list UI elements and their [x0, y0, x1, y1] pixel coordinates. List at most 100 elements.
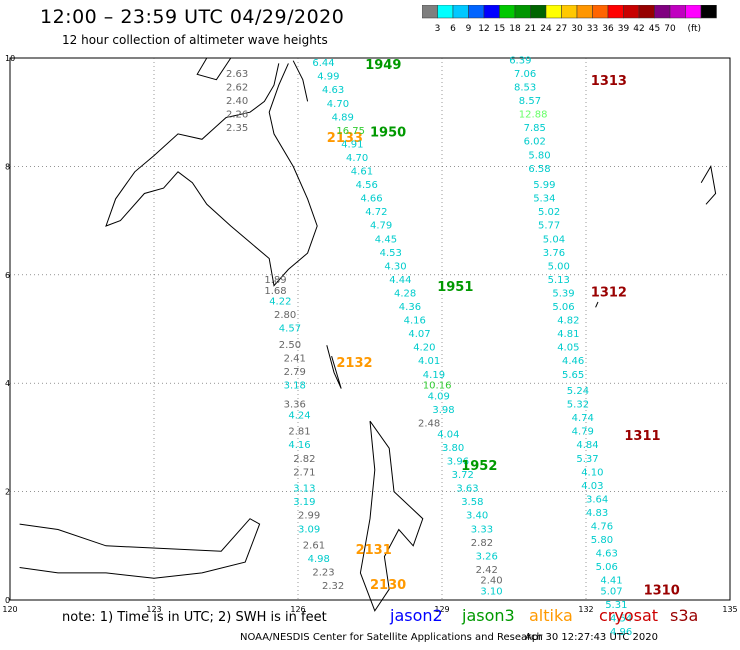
wave-height-value: 4.61 — [351, 167, 373, 178]
lat-tick-label: 8 — [5, 162, 10, 171]
wave-height-value: 3.33 — [471, 524, 493, 535]
wave-height-value: 4.09 — [428, 391, 450, 402]
lon-tick-label: 126 — [290, 605, 305, 614]
pass-time-label: 1949 — [365, 58, 401, 73]
pass-time-label: 1950 — [370, 126, 406, 141]
wave-height-value: 4.57 — [279, 324, 301, 335]
pass-time-label: 2132 — [336, 356, 372, 371]
wave-height-value: 4.98 — [308, 554, 330, 565]
pass-time-label: 1952 — [461, 459, 497, 474]
wave-height-value: 4.05 — [557, 343, 579, 354]
wave-height-value: 2.79 — [284, 367, 306, 378]
lon-tick-label: 132 — [578, 605, 593, 614]
wave-height-value: 4.19 — [423, 370, 445, 381]
wave-height-value: 6.02 — [524, 137, 546, 148]
axis-labels: 120 123 126 129 132 135 0 2 4 6 8 10 — [2, 54, 737, 614]
lat-tick-label: 2 — [5, 488, 10, 497]
wave-height-value: 3.64 — [586, 494, 608, 505]
wave-height-value: 4.45 — [375, 234, 397, 245]
pass-time-label: 1312 — [591, 285, 627, 300]
lat-tick-label: 6 — [5, 271, 10, 280]
satellite-name-altika: altika — [529, 606, 573, 625]
track-cryosat-east: 6.39 7.06 8.53 8.57 12.88 7.85 6.02 5.80 6.58 5.9… — [509, 55, 680, 638]
wave-height-value: 1.89 — [264, 275, 286, 286]
pass-time-label: 1951 — [437, 280, 473, 295]
wave-height-value: 2.71 — [293, 467, 315, 478]
wave-height-value: 5.34 — [533, 194, 555, 205]
pass-time-label: 1311 — [624, 429, 660, 444]
wave-height-value: 4.84 — [576, 440, 598, 451]
wave-height-value: 3.26 — [476, 551, 498, 562]
satellite-name-s3a: s3a — [670, 606, 699, 625]
wave-height-value: 3.36 — [284, 400, 306, 411]
wave-height-value: 4.56 — [356, 180, 378, 191]
wave-height-value: 12.88 — [519, 110, 548, 121]
legend-tick-label: 42 — [633, 24, 644, 34]
wave-height-value: 4.82 — [557, 316, 579, 327]
wave-height-value: 4.74 — [572, 413, 594, 424]
wave-height-value: 3.76 — [543, 248, 565, 259]
wave-height-value: 4.96 — [610, 627, 632, 638]
wave-height-value: 4.53 — [380, 248, 402, 259]
wave-height-value: 1.68 — [264, 286, 286, 297]
wave-height-value: 2.26 — [226, 110, 248, 121]
wave-height-value: 5.06 — [596, 562, 618, 573]
coastline-segment — [700, 164, 717, 205]
wave-height-value: 2.81 — [288, 427, 310, 438]
wave-height-value: 4.07 — [408, 329, 430, 340]
wave-height-value: 4.41 — [600, 576, 622, 587]
wave-height-value: 4.22 — [269, 297, 291, 308]
wave-height-value: 10.16 — [423, 381, 452, 392]
wave-height-value: 5.65 — [562, 370, 584, 381]
wave-height-value: 5.07 — [600, 587, 622, 598]
wave-height-value: 5.31 — [605, 600, 627, 611]
wave-height-value: 4.54 — [610, 614, 632, 625]
wave-height-value: 7.85 — [524, 123, 546, 134]
wave-height-value: 3.96 — [447, 457, 469, 468]
map-frame — [9, 57, 731, 601]
wave-height-value: 5.13 — [548, 275, 570, 286]
wave-height-value: 4.70 — [346, 153, 368, 164]
wave-height-value: 3.98 — [432, 405, 454, 416]
wave-height-value: 5.02 — [538, 207, 560, 218]
coastline-segment — [595, 301, 599, 308]
wave-height-value: 2.32 — [322, 581, 344, 592]
lat-tick-label: 4 — [5, 379, 10, 388]
wave-height-value: 2.61 — [303, 541, 325, 552]
wave-height-value: 4.91 — [341, 139, 363, 150]
legend-tick-label: 24 — [540, 24, 552, 34]
legend-tick-label: 45 — [649, 24, 660, 34]
wave-height-value: 4.79 — [572, 427, 594, 438]
wave-height-value: 2.63 — [226, 69, 248, 80]
wave-height-value: 5.06 — [552, 302, 574, 313]
lon-tick-label: 135 — [722, 605, 737, 614]
wave-height-value: 5.04 — [543, 234, 565, 245]
satellite-name-jason2: jason2 — [390, 606, 443, 625]
legend-tick-label: 30 — [571, 24, 583, 34]
wave-height-value: 3.18 — [284, 381, 306, 392]
coastline-segment — [359, 420, 424, 612]
wave-height-value: 2.82 — [293, 454, 315, 465]
wave-height-value: 4.28 — [394, 288, 416, 299]
wave-height-value: 5.37 — [576, 454, 598, 465]
wave-height-value: 4.63 — [596, 549, 618, 560]
legend-tick-label: 21 — [525, 24, 536, 34]
wave-height-value: 4.83 — [586, 508, 608, 519]
wave-height-value: 2.82 — [471, 538, 493, 549]
wave-height-value: 5.99 — [533, 180, 555, 191]
wave-height-value: 5.32 — [567, 400, 589, 411]
pass-time-label: 1310 — [644, 584, 680, 599]
wave-height-value: 16.75 — [336, 126, 365, 137]
legend-tick-label: 12 — [478, 24, 489, 34]
wave-height-value: 4.03 — [581, 481, 603, 492]
wave-height-value: 3.40 — [466, 511, 488, 522]
legend-tick-label: 39 — [618, 24, 630, 34]
legend-tick-label: 15 — [494, 24, 505, 34]
wave-height-value: 3.13 — [293, 484, 315, 495]
footnote: note: 1) Time is in UTC; 2) SWH is in fe… — [62, 610, 327, 625]
lon-tick-label: 129 — [434, 605, 449, 614]
wave-height-value: 4.16 — [404, 316, 426, 327]
wave-height-value: 2.42 — [476, 565, 498, 576]
legend-tick-label: 33 — [587, 24, 598, 34]
